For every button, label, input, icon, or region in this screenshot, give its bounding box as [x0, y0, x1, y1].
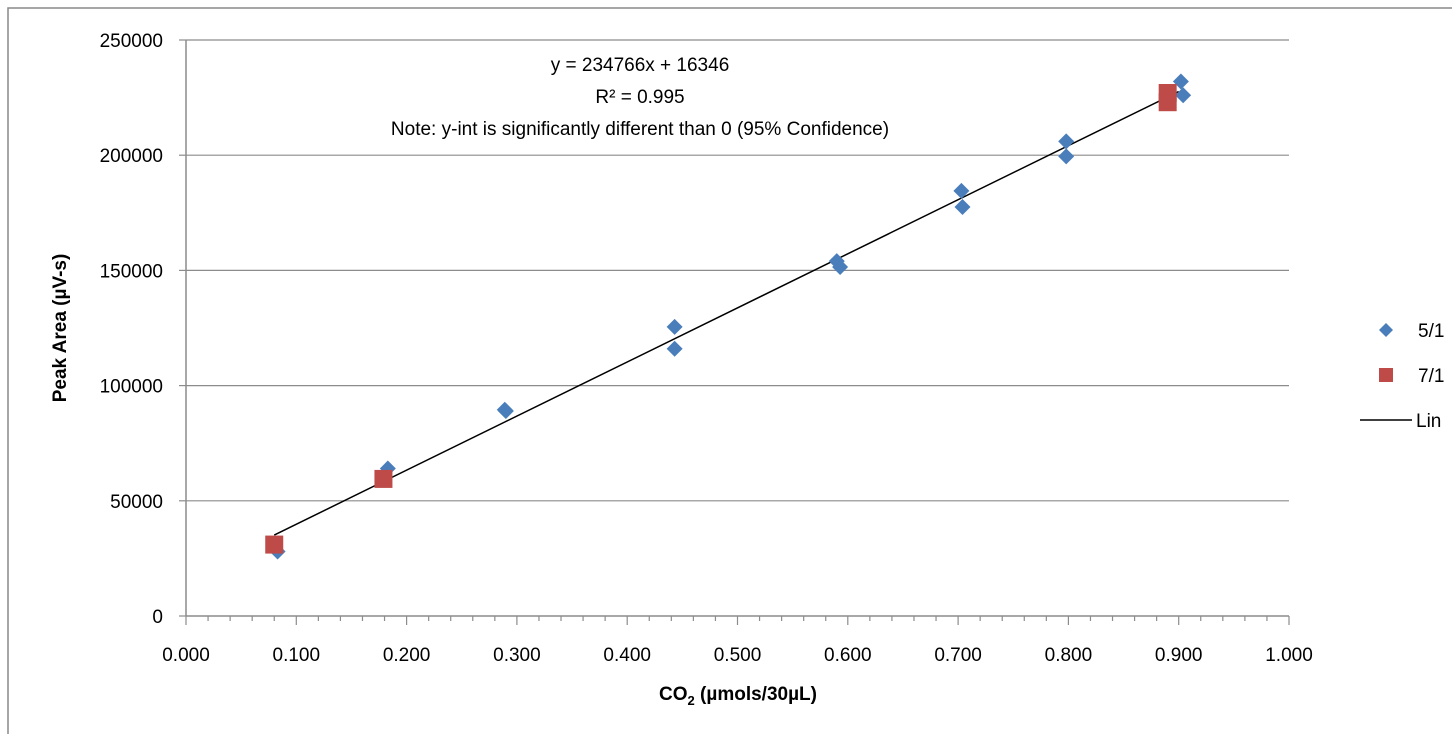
- x-axis-title-units: (µmols/30µL): [695, 684, 817, 705]
- y-tick-label-2: 100000: [100, 377, 163, 398]
- y-tick-label-4: 200000: [100, 146, 163, 167]
- y-tick-label-0: 0: [152, 607, 163, 628]
- equation-annotation: y = 234766x + 16346: [551, 55, 730, 76]
- series-1-point-11: [1058, 148, 1075, 165]
- trendline-layer: [273, 90, 1180, 536]
- series-1-point-8: [953, 182, 970, 199]
- series-2-point-3: [1158, 93, 1177, 112]
- x-tick-label-1: 0.100: [273, 645, 321, 666]
- axis-layer: [179, 39, 1290, 625]
- chart-border: [7, 7, 1452, 734]
- x-tick-label-7: 0.700: [934, 645, 982, 666]
- x-axis-title: CO2 (µmols/30µL): [659, 684, 817, 708]
- legend-label-trendline: Lin: [1416, 411, 1441, 432]
- x-tick-label-6: 0.600: [824, 645, 872, 666]
- y-tick-labels: 0 50000 100000 150000 200000 250000: [100, 31, 163, 628]
- x-tick-label-9: 0.900: [1155, 645, 1203, 666]
- series-1-point-12: [1172, 73, 1189, 90]
- series-1-point-7: [832, 258, 849, 275]
- grid-layer: [186, 39, 1289, 502]
- x-axis-title-main: CO: [659, 684, 688, 705]
- x-axis-title-subscript: 2: [688, 693, 695, 708]
- x-tick-label-10: 1.000: [1265, 645, 1313, 666]
- x-tick-label-0: 0.000: [162, 645, 210, 666]
- trendline: [273, 90, 1180, 536]
- points-layer: [265, 73, 1192, 560]
- x-tick-label-3: 0.300: [493, 645, 541, 666]
- x-tick-label-2: 0.200: [383, 645, 431, 666]
- series-1-point-13: [1175, 87, 1192, 104]
- legend-marker-series-1: [1379, 323, 1393, 337]
- series-1-point-5: [666, 340, 683, 357]
- x-tick-labels: 0.000 0.100 0.200 0.300 0.400 0.500 0.600 0.700…: [162, 645, 1313, 666]
- series-1-point-9: [954, 199, 971, 216]
- series-1-point-3: [497, 402, 514, 419]
- x-tick-label-4: 0.400: [603, 645, 651, 666]
- legend-marker-series-2: [1379, 368, 1393, 382]
- y-axis-title: Peak Area (µV-s): [50, 254, 71, 403]
- legend-label-series-1: 5/1: [1418, 321, 1444, 342]
- series-2-point-1: [374, 469, 393, 488]
- x-tick-label-5: 0.500: [714, 645, 762, 666]
- legend-label-series-2: 7/1: [1418, 366, 1444, 387]
- series-1-point-4: [666, 318, 683, 335]
- note-annotation: Note: y-int is significantly different t…: [391, 119, 889, 140]
- series-1-point-10: [1058, 133, 1075, 150]
- y-tick-label-3: 150000: [100, 261, 163, 282]
- y-tick-label-1: 50000: [110, 492, 163, 513]
- x-tick-label-8: 0.800: [1045, 645, 1093, 666]
- r-squared-annotation: R² = 0.995: [595, 87, 684, 108]
- series-2-point-0: [265, 535, 284, 554]
- legend: 5/1 7/1 Lin: [1360, 321, 1444, 432]
- y-tick-label-5: 250000: [100, 31, 163, 52]
